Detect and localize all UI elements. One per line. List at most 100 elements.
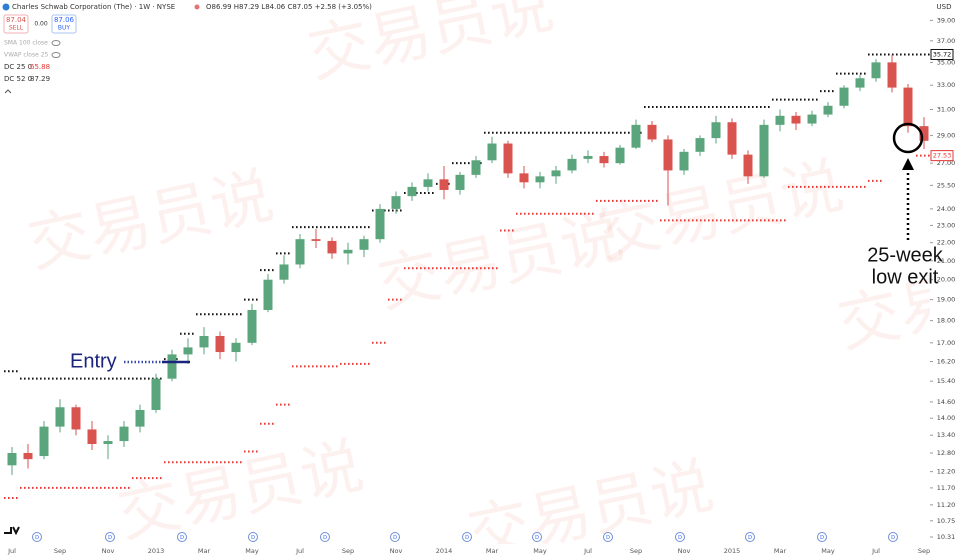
hidden-indicator: VWAP close 25 <box>4 52 49 59</box>
candle-body <box>423 179 433 187</box>
event-marker-label: D <box>678 535 682 541</box>
candle-body <box>503 143 513 174</box>
sell-button[interactable] <box>3 14 29 34</box>
candle-body <box>647 124 657 140</box>
event-marker[interactable] <box>603 532 613 542</box>
y-tick-label: 12.20 <box>937 468 956 476</box>
x-tick-label: Mar <box>486 547 499 555</box>
candle-body <box>775 115 785 125</box>
candle-body <box>551 170 561 177</box>
candle-body <box>359 239 369 250</box>
price-axis-panel <box>930 0 960 559</box>
candle-body <box>167 354 177 379</box>
buy-button[interactable] <box>51 14 77 34</box>
event-marker-label: D <box>323 535 327 541</box>
candle-body <box>311 239 321 241</box>
x-tick-label: 2013 <box>148 547 165 555</box>
x-tick-label: Nov <box>102 547 115 555</box>
candle-body <box>695 138 705 152</box>
event-marker[interactable] <box>462 532 472 542</box>
event-marker-label: D <box>606 535 610 541</box>
x-tick-label: Sep <box>342 547 354 555</box>
event-marker-label: D <box>108 535 112 541</box>
visibility-icon[interactable] <box>51 52 61 58</box>
x-tick-label: Sep <box>630 547 642 555</box>
hidden-indicator[interactable]: SMA 100 close <box>4 40 48 47</box>
y-tick-label: 11.20 <box>937 501 956 509</box>
x-tick-label: Nov <box>390 547 403 555</box>
x-tick-label: Nov <box>678 547 691 555</box>
event-marker-label: D <box>465 535 469 541</box>
x-tick-label: Jul <box>295 547 304 555</box>
y-tick-label: 25.50 <box>937 181 956 189</box>
candle-body <box>711 122 721 139</box>
event-marker-label: D <box>180 535 184 541</box>
event-marker[interactable] <box>888 532 898 542</box>
y-tick-label: 17.00 <box>937 339 956 347</box>
candle-body <box>327 240 337 254</box>
event-marker[interactable] <box>675 532 685 542</box>
candle-body <box>247 309 257 343</box>
candle-body <box>151 378 161 410</box>
event-marker[interactable] <box>177 532 187 542</box>
x-tick-label: Mar <box>198 547 211 555</box>
x-tick-label: Jul <box>7 547 16 555</box>
candle-body <box>263 279 273 310</box>
collapse-caret[interactable] <box>4 89 12 94</box>
buy-price: 87.06 <box>54 16 75 24</box>
event-marker[interactable] <box>105 532 115 542</box>
indicator-name[interactable]: DC 52 0 <box>4 75 32 83</box>
event-marker-label: D <box>251 535 255 541</box>
candle-body <box>599 156 609 164</box>
y-tick-label: 15.40 <box>937 377 956 385</box>
candle-body <box>919 126 929 141</box>
y-tick-label: 10.75 <box>937 517 956 525</box>
event-marker[interactable] <box>532 532 542 542</box>
candle-body <box>183 347 193 355</box>
x-tick-label: Jul <box>583 547 592 555</box>
y-tick-label: 12.80 <box>937 449 956 457</box>
indicator-value: 87.29 <box>30 75 50 83</box>
indicator-value: 65.88 <box>30 63 50 71</box>
visibility-icon[interactable] <box>51 40 61 46</box>
candle-body <box>87 429 97 445</box>
y-tick-label: 18.00 <box>937 317 956 325</box>
candle-body <box>679 151 689 171</box>
symbol-title: Charles Schwab Corporation (The) · 1W · … <box>12 3 175 11</box>
event-marker[interactable] <box>32 532 42 542</box>
candle-body <box>519 173 529 183</box>
indicator-name[interactable]: DC 25 0 <box>4 63 32 71</box>
candle-body <box>71 407 81 430</box>
price-tag-label: 27.53 <box>933 152 952 160</box>
candle-body <box>119 426 129 442</box>
platform-logo <box>4 526 20 536</box>
candle-body <box>55 407 65 427</box>
candle-body <box>39 426 49 457</box>
candle-body <box>199 336 209 348</box>
candle-body <box>871 62 881 79</box>
x-tick-label: Jul <box>871 547 880 555</box>
event-marker-label: D <box>35 535 39 541</box>
y-tick-label: 23.00 <box>937 221 956 229</box>
y-tick-label: 16.20 <box>937 358 956 366</box>
price-tag-label: 35.72 <box>933 50 952 58</box>
candle-body <box>7 453 17 466</box>
event-marker[interactable] <box>320 532 330 542</box>
candle-body <box>791 115 801 124</box>
price-tag <box>930 150 954 162</box>
event-marker[interactable] <box>745 532 755 542</box>
event-marker[interactable] <box>817 532 827 542</box>
candle-body <box>375 208 385 240</box>
candle-body <box>295 239 305 265</box>
spread: 0.00 <box>34 21 48 28</box>
event-marker[interactable] <box>248 532 258 542</box>
price-tag <box>930 48 954 60</box>
y-tick-label: 33.00 <box>937 81 956 89</box>
candle-body <box>471 160 481 175</box>
x-tick-label: 2014 <box>436 547 453 555</box>
y-tick-label: 37.00 <box>937 37 956 45</box>
x-tick-label: May <box>821 547 835 555</box>
event-marker[interactable] <box>390 532 400 542</box>
candle-body <box>663 139 673 171</box>
sell-price: 87.04 <box>6 16 27 24</box>
